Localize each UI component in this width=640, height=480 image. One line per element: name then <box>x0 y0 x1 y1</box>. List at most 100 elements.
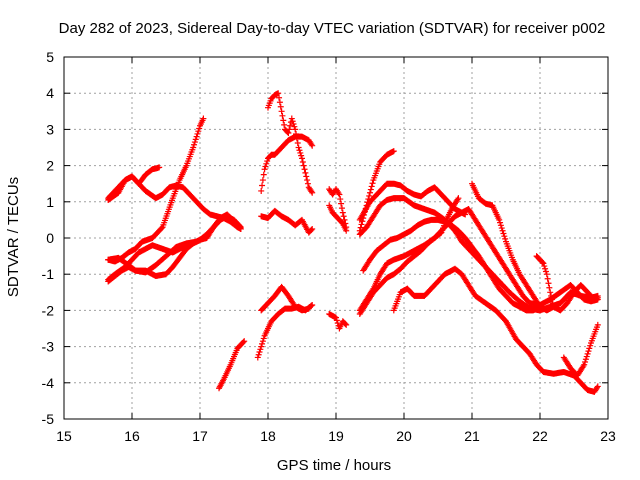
data-point <box>340 213 347 220</box>
data-point <box>586 345 593 352</box>
data-point <box>259 182 266 189</box>
data-point <box>203 231 210 238</box>
series-arc-w <box>469 180 557 314</box>
data-point <box>278 108 285 115</box>
data-point <box>540 260 547 267</box>
data-point <box>291 123 298 130</box>
series-arc-i <box>265 90 316 196</box>
data-point <box>500 230 507 237</box>
y-tick-label: -1 <box>42 266 55 282</box>
data-point <box>258 343 265 350</box>
data-point <box>298 152 305 159</box>
data-point <box>497 222 504 229</box>
data-point <box>277 103 284 110</box>
x-tick-label: 19 <box>328 428 344 444</box>
data-point <box>368 183 375 190</box>
data-point <box>194 130 201 137</box>
data-point <box>357 224 364 231</box>
data-point <box>287 122 294 129</box>
data-point <box>333 317 340 324</box>
x-tick-label: 15 <box>56 428 72 444</box>
series-arc-j <box>258 207 316 236</box>
data-point <box>259 338 266 345</box>
x-axis-label: GPS time / hours <box>277 457 391 474</box>
data-point <box>367 189 373 196</box>
data-point <box>499 227 506 234</box>
data-point <box>301 166 308 173</box>
y-tick-label: 0 <box>46 230 54 246</box>
data-point <box>541 263 548 270</box>
data-point <box>547 289 554 296</box>
data-point <box>260 335 267 342</box>
data-point <box>276 99 283 106</box>
data-point <box>295 144 302 151</box>
data-point <box>585 348 592 355</box>
data-point <box>196 125 203 132</box>
data-point <box>308 226 315 233</box>
data-point <box>191 141 198 148</box>
data-point <box>299 158 306 165</box>
plot-frame <box>63 56 609 420</box>
data-point <box>254 354 261 361</box>
series-arc-u <box>356 206 601 314</box>
data-point <box>338 205 345 212</box>
data-point <box>191 139 198 146</box>
data-point <box>275 90 282 97</box>
data-point <box>390 148 397 155</box>
data-point <box>256 349 263 356</box>
data-point <box>294 139 301 146</box>
data-point <box>292 126 299 133</box>
data-point <box>339 209 346 216</box>
series-arc-x <box>533 253 601 314</box>
data-point <box>241 338 248 345</box>
chart-title: Day 282 of 2023, Sidereal Day-to-day VTE… <box>59 20 606 37</box>
data-point <box>296 147 303 154</box>
y-tick-label: 5 <box>46 49 54 65</box>
data-point <box>369 180 376 187</box>
y-tick-label: 4 <box>46 85 54 101</box>
data-point <box>285 130 292 137</box>
data-point <box>236 225 243 232</box>
data-point <box>263 160 270 167</box>
data-point <box>309 142 316 149</box>
data-point <box>582 356 589 363</box>
data-point <box>286 126 293 133</box>
x-tick-label: 17 <box>192 428 208 444</box>
y-tick-label: -2 <box>42 302 55 318</box>
data-point <box>280 117 287 124</box>
data-point <box>262 163 269 170</box>
data-point <box>343 321 350 328</box>
data-point <box>455 195 462 202</box>
data-point <box>156 164 163 171</box>
y-axis-label: SDTVAR / TECUs <box>5 177 22 297</box>
data-point <box>594 383 601 390</box>
x-tick-label: 22 <box>532 428 548 444</box>
data-point <box>261 166 268 173</box>
data-point <box>237 225 244 232</box>
data-point <box>276 94 283 101</box>
data-point <box>584 350 591 357</box>
data-point <box>497 219 504 226</box>
data-point <box>304 180 311 187</box>
x-tick-label: 18 <box>260 428 276 444</box>
data-point <box>293 135 300 142</box>
data-point <box>190 144 197 151</box>
data-point <box>335 190 342 197</box>
data-point <box>293 130 300 137</box>
data-point <box>583 353 590 360</box>
y-tick-label: 2 <box>46 158 54 174</box>
data-point <box>255 351 262 358</box>
series-arc-m <box>326 186 350 231</box>
data-point <box>501 233 508 240</box>
x-tick-label: 21 <box>464 428 480 444</box>
data-point <box>498 225 505 232</box>
data-point <box>343 227 350 234</box>
data-point <box>367 186 374 193</box>
data-point <box>358 221 365 228</box>
data-point <box>281 121 288 128</box>
data-point <box>454 196 461 203</box>
data-point <box>308 188 315 195</box>
data-point <box>240 339 247 346</box>
data-point <box>304 177 311 184</box>
